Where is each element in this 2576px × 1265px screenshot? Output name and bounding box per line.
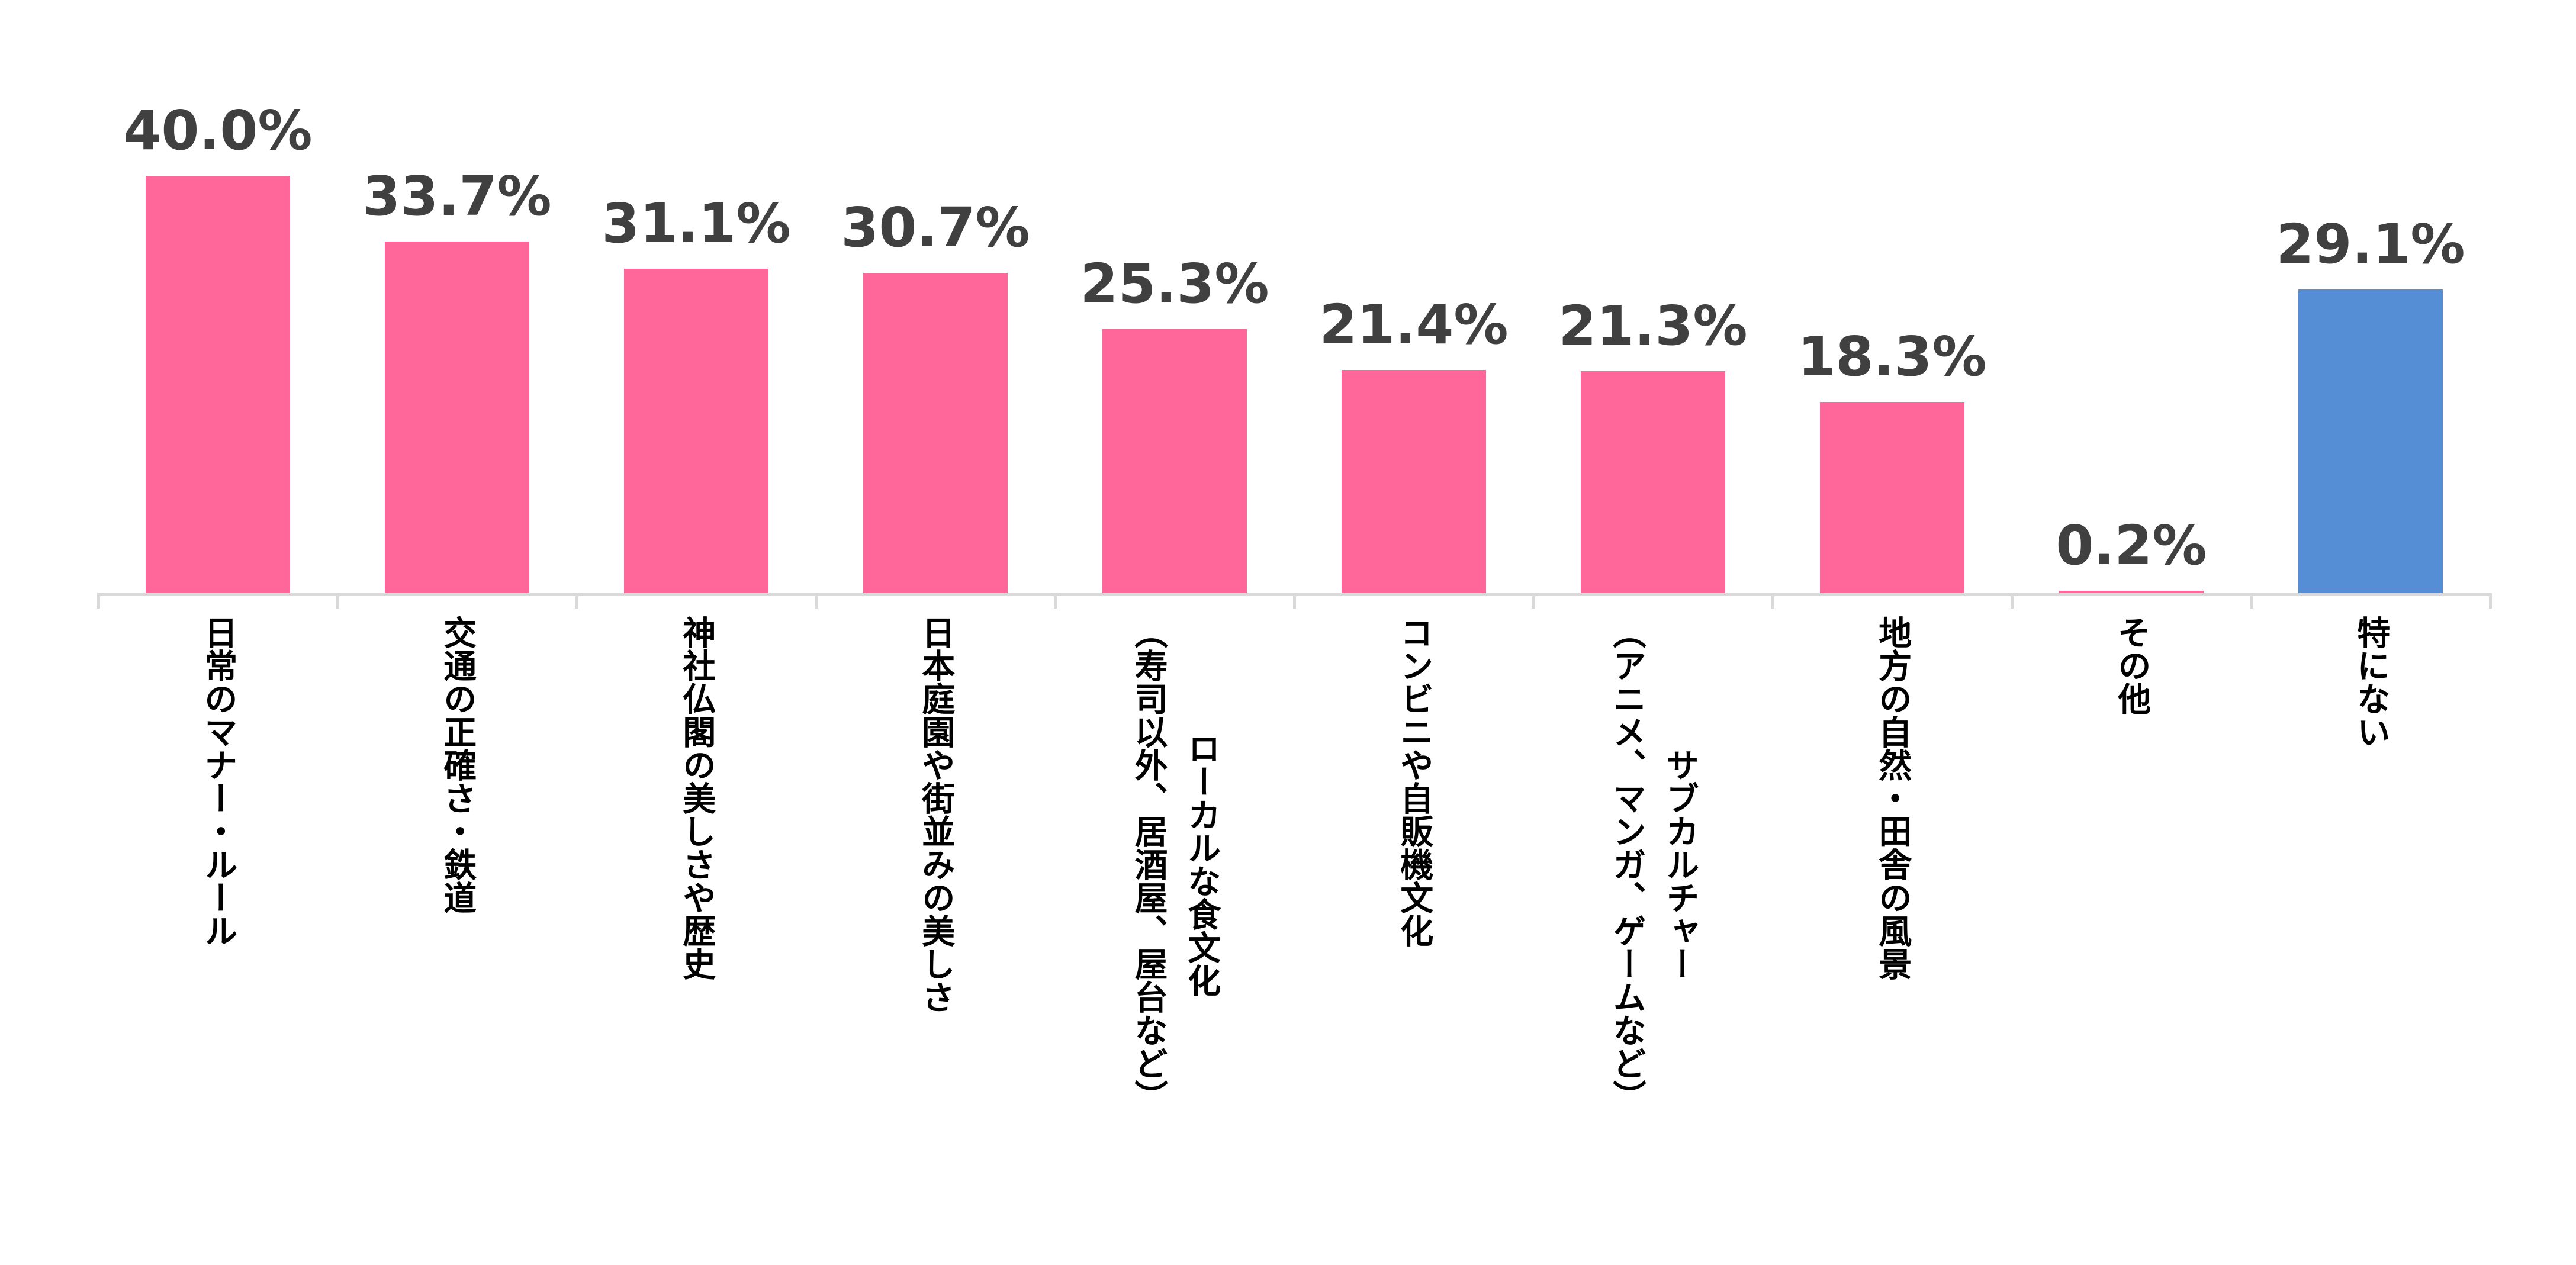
x-axis-tick [336,593,339,609]
data-label-4: 25.3% [1080,252,1269,316]
data-label-6: 21.3% [1558,294,1748,358]
category-label-wrap: その他 [2012,616,2251,715]
x-axis-tick [2250,593,2253,609]
x-axis-tick [575,593,578,609]
x-axis-tick [1532,593,1535,609]
data-label-5: 21.4% [1319,292,1509,356]
x-axis-tick [1293,593,1296,609]
bar-9 [2298,289,2443,593]
category-label-wrap: 特にない [2251,616,2490,748]
data-label-7: 18.3% [1797,325,1987,389]
category-label-wrap: コンビニや自販機文化 [1294,616,1533,947]
data-label-8: 0.2% [2056,514,2207,578]
x-axis-tick [1771,593,1774,609]
category-label-1: 交通の正確さ・鉄道 [438,616,477,914]
data-label-0: 40.0% [123,99,313,162]
category-label-wrap: ローカルな食文化 （寿司以外、居酒屋、屋台など） [1055,616,1294,1113]
category-label-wrap: 日常のマナー・ルール [98,616,337,947]
category-label-wrap: 神社仏閣の美しさや歴史 [577,616,816,980]
category-label-5: コンビニや自販機文化 [1394,616,1433,947]
data-label-1: 33.7% [362,165,552,228]
x-axis-tick [815,593,818,609]
category-label-3: 日本庭園や街並みの美しさ [916,616,955,1013]
category-label-wrap: 日本庭園や街並みの美しさ [816,616,1055,1013]
category-label-9: 特にない [2351,616,2390,748]
bar-6 [1581,371,1725,593]
data-label-9: 29.1% [2276,213,2465,276]
category-label-0: 日常のマナー・ルール [198,616,237,947]
bar-5 [1342,369,1486,593]
category-label-6: サブカルチャー （アニメ、マンガ、ゲームなど） [1607,616,1699,1113]
bar-4 [1102,329,1247,593]
category-label-4: ローカルな食文化 （寿司以外、居酒屋、屋台など） [1129,616,1221,1113]
category-label-7: 地方の自然・田舎の風景 [1873,616,1912,980]
x-axis-tick [97,593,100,609]
bar-3 [863,272,1008,593]
data-label-3: 30.7% [841,195,1030,259]
bar-8 [2059,591,2204,593]
bar-7 [1820,402,1964,593]
x-axis-tick [2011,593,2014,609]
data-label-2: 31.1% [602,191,791,255]
x-axis-tick [2489,593,2492,609]
bar-2 [624,268,768,593]
category-label-2: 神社仏閣の美しさや歴史 [677,616,716,980]
bar-0 [146,176,290,593]
category-label-wrap: 交通の正確さ・鉄道 [337,616,577,914]
category-label-wrap: サブカルチャー （アニメ、マンガ、ゲームなど） [1533,616,1773,1113]
x-axis-tick [1054,593,1057,609]
category-label-wrap: 地方の自然・田舎の風景 [1773,616,2012,980]
category-label-8: その他 [2112,616,2151,715]
bar-1 [385,242,529,593]
